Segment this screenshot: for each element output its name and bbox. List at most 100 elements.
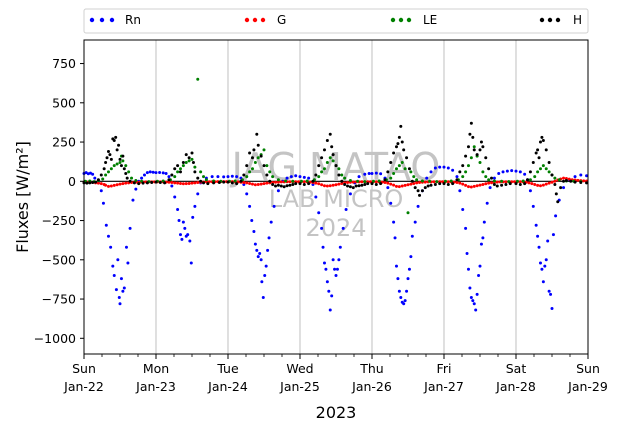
point-h [466,145,470,149]
point-g [259,182,263,186]
point-rn [259,258,263,262]
point-g [469,185,473,189]
point-rn [537,245,541,249]
legend-marker-h [555,17,561,23]
point-h [307,182,311,186]
point-rn [140,176,144,180]
point-rn [210,175,214,179]
legend-item-h: H [539,13,582,27]
point-g [487,181,491,185]
point-g [538,184,542,188]
point-h [196,176,200,180]
x-tick-weekday: Sun [72,361,96,376]
point-rn [167,175,171,179]
point-rn [335,267,339,271]
point-le [400,160,404,164]
point-le [118,160,122,164]
point-rn [551,233,555,237]
point-h [478,148,482,152]
watermark-line-2: LAB MICRO [269,185,404,213]
x-tick-date: Jan-28 [495,379,536,394]
point-g [576,178,580,182]
point-g [124,181,128,185]
point-h [298,182,302,186]
point-le [187,159,191,163]
point-rn [544,258,548,262]
point-rn [188,239,192,243]
point-rn [455,175,459,179]
x-axis-label: 2023 [316,403,357,422]
point-g [320,183,324,187]
point-h [85,181,89,185]
point-rn [405,289,409,293]
point-h [141,181,145,185]
point-rn [478,264,482,268]
point-rn [320,226,324,230]
point-h [490,176,494,180]
point-h [416,189,420,193]
x-axis: Sun Jan-22 Mon Jan-23 Tue Jan-24 Wed Jan-25 Thu J… [63,354,608,394]
point-rn [510,169,514,173]
legend-marker-rn [99,17,105,23]
y-tick-label: 250 [52,135,76,150]
point-g [360,180,364,184]
y-tick-label: −1000 [34,331,76,346]
point-rn [161,171,165,175]
legend-item-g: G [244,13,286,27]
point-g [276,180,280,184]
point-g [544,182,548,186]
point-h [108,153,112,157]
point-rn [109,245,113,249]
point-h [125,176,129,180]
point-rn [307,176,311,180]
point-h [170,173,174,177]
point-le [536,170,540,174]
series-h [82,121,589,204]
point-le [528,178,532,182]
point-h [400,140,404,144]
point-rn [538,261,542,265]
point-rn [482,220,486,224]
point-h [410,179,414,183]
point-le [256,156,260,160]
point-rn [324,267,328,271]
point-rn [91,172,95,176]
point-le [415,178,419,182]
point-h [285,184,289,188]
point-le [472,145,476,149]
point-h [564,179,568,183]
point-rn [399,295,403,299]
point-g [193,181,197,185]
point-rn [114,288,118,292]
point-h [265,173,269,177]
point-le [184,160,188,164]
point-h [469,121,473,125]
point-g [567,177,571,181]
point-g [248,182,252,185]
y-tick-label: −250 [42,213,76,228]
point-rn [93,176,97,180]
point-rn [348,192,352,196]
point-le [190,157,194,161]
point-h [279,184,283,188]
point-h [121,154,125,158]
point-le [409,170,413,174]
point-le [547,170,551,174]
point-rn [394,264,398,268]
point-le [127,170,131,174]
point-g [337,182,341,186]
point-g [541,183,545,187]
point-le [544,167,548,171]
point-h [354,184,358,188]
legend-marker-rn [109,17,115,23]
point-g [400,184,404,188]
point-g [118,182,122,186]
point-h [487,167,491,171]
point-le [104,173,108,177]
legend-label-rn: Rn [125,13,141,27]
point-g [242,181,246,185]
point-le [412,175,416,179]
point-rn [269,220,273,224]
point-h [433,182,437,186]
